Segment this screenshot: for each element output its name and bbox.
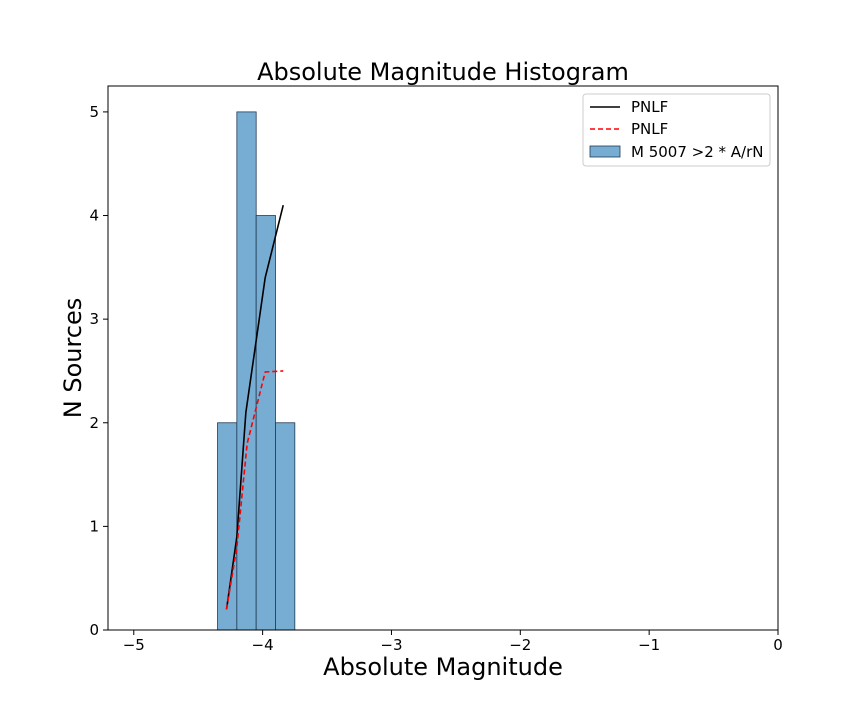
y-axis-label: N Sources <box>59 298 87 419</box>
legend-swatch-histogram <box>589 145 621 158</box>
y-tick-label: 1 <box>89 517 99 535</box>
chart-title: Absolute Magnitude Histogram <box>257 58 629 86</box>
y-tick-label: 2 <box>89 414 99 432</box>
y-axis-ticks: 0 1 2 3 4 5 <box>89 103 108 639</box>
series-line-pnlf-solid <box>225 204 285 610</box>
series-lines <box>225 204 285 610</box>
plot-area <box>107 85 779 631</box>
x-tick-label: −1 <box>638 636 660 654</box>
y-tick-label: 0 <box>89 621 99 639</box>
histogram-bar <box>275 422 296 631</box>
series-line-pnlf-dashed <box>225 370 284 610</box>
y-tick-label: 5 <box>89 103 99 121</box>
legend-label-pnlf-solid: PNLF <box>631 98 668 116</box>
legend-label-histogram: M 5007 >2 * A/rN <box>631 143 764 161</box>
x-tick-label: −2 <box>509 636 531 654</box>
histogram-bars <box>217 111 296 631</box>
x-tick-label: −3 <box>380 636 402 654</box>
x-axis-label: Absolute Magnitude <box>323 653 563 681</box>
histogram-bar <box>236 111 257 631</box>
x-tick-label: 0 <box>773 636 783 654</box>
y-tick-label: 4 <box>89 207 99 225</box>
x-tick-label: −5 <box>123 636 145 654</box>
legend: PNLF PNLF M 5007 >2 * A/rN <box>582 93 771 167</box>
legend-label-pnlf-dashed: PNLF <box>631 120 668 138</box>
x-axis-ticks: −5 −4 −3 −2 −1 0 <box>123 630 783 654</box>
x-tick-label: −4 <box>252 636 274 654</box>
y-tick-label: 3 <box>89 310 99 328</box>
legend-frame <box>582 93 771 167</box>
histogram-bar <box>217 422 238 631</box>
